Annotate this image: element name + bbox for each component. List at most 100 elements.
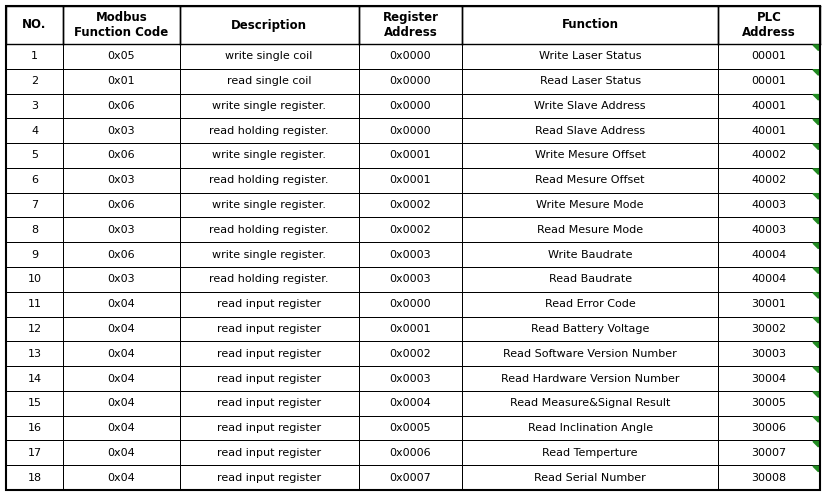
Bar: [63, 94, 180, 119]
Text: 0x0000: 0x0000: [390, 52, 431, 62]
Polygon shape: [813, 193, 819, 199]
Text: 0x0000: 0x0000: [390, 101, 431, 111]
Bar: [358, 440, 463, 465]
Bar: [463, 416, 718, 440]
Text: read input register: read input register: [217, 324, 321, 334]
Text: read holding register.: read holding register.: [209, 225, 329, 235]
Text: read single coil: read single coil: [227, 76, 311, 86]
Bar: [180, 242, 358, 267]
Text: 0x04: 0x04: [107, 373, 135, 383]
Bar: [180, 416, 358, 440]
Text: 40001: 40001: [752, 125, 786, 136]
Bar: [358, 292, 463, 316]
Bar: [180, 217, 358, 242]
Text: 30005: 30005: [752, 398, 786, 408]
Text: 30002: 30002: [752, 324, 786, 334]
Bar: [463, 143, 718, 168]
Text: 40002: 40002: [752, 150, 786, 161]
Text: Write Slave Address: Write Slave Address: [534, 101, 646, 111]
Text: 6: 6: [31, 175, 38, 186]
Text: 0x04: 0x04: [107, 398, 135, 408]
Bar: [63, 192, 180, 217]
Text: 00001: 00001: [752, 52, 786, 62]
Text: 3: 3: [31, 101, 38, 111]
Bar: [63, 242, 180, 267]
Text: 0x0001: 0x0001: [390, 175, 431, 186]
Bar: [63, 168, 180, 192]
Bar: [180, 119, 358, 143]
Bar: [180, 391, 358, 416]
Bar: [180, 44, 358, 69]
Polygon shape: [813, 342, 819, 348]
Bar: [463, 440, 718, 465]
Bar: [63, 69, 180, 94]
Text: 40002: 40002: [752, 175, 786, 186]
Bar: [6, 6, 63, 44]
Bar: [180, 465, 358, 490]
Bar: [6, 366, 63, 391]
Bar: [463, 292, 718, 316]
Text: 0x0004: 0x0004: [390, 398, 431, 408]
Text: Read Serial Number: Read Serial Number: [534, 473, 646, 483]
Text: 0x0003: 0x0003: [390, 249, 431, 259]
Polygon shape: [813, 441, 819, 447]
Bar: [358, 242, 463, 267]
Text: 14: 14: [27, 373, 41, 383]
Bar: [6, 341, 63, 366]
Text: 0x0002: 0x0002: [390, 225, 431, 235]
Text: 00001: 00001: [752, 76, 786, 86]
Bar: [180, 341, 358, 366]
Text: 0x03: 0x03: [107, 274, 135, 284]
Bar: [358, 416, 463, 440]
Bar: [358, 366, 463, 391]
Bar: [718, 341, 820, 366]
Polygon shape: [813, 268, 819, 273]
Bar: [718, 440, 820, 465]
Bar: [358, 341, 463, 366]
Text: 40004: 40004: [752, 274, 786, 284]
Text: 30001: 30001: [752, 299, 786, 309]
Text: Read Mesure Offset: Read Mesure Offset: [535, 175, 645, 186]
Text: 0x06: 0x06: [107, 101, 135, 111]
Bar: [63, 119, 180, 143]
Text: 4: 4: [31, 125, 38, 136]
Text: write single coil: write single coil: [225, 52, 313, 62]
Text: 0x0001: 0x0001: [390, 150, 431, 161]
Text: read input register: read input register: [217, 423, 321, 433]
Bar: [358, 168, 463, 192]
Bar: [463, 366, 718, 391]
Text: 0x0000: 0x0000: [390, 125, 431, 136]
Text: 0x0000: 0x0000: [390, 76, 431, 86]
Bar: [180, 316, 358, 341]
Polygon shape: [813, 243, 819, 248]
Bar: [463, 192, 718, 217]
Text: 0x04: 0x04: [107, 324, 135, 334]
Polygon shape: [813, 317, 819, 323]
Text: write single register.: write single register.: [212, 101, 326, 111]
Text: 0x06: 0x06: [107, 150, 135, 161]
Bar: [463, 6, 718, 44]
Bar: [718, 391, 820, 416]
Text: 16: 16: [27, 423, 41, 433]
Text: read holding register.: read holding register.: [209, 175, 329, 186]
Text: Description: Description: [231, 18, 307, 32]
Polygon shape: [813, 417, 819, 422]
Bar: [463, 391, 718, 416]
Bar: [6, 440, 63, 465]
Text: 2: 2: [31, 76, 38, 86]
Polygon shape: [813, 120, 819, 125]
Bar: [718, 44, 820, 69]
Text: Write Laser Status: Write Laser Status: [539, 52, 641, 62]
Bar: [180, 6, 358, 44]
Text: 0x03: 0x03: [107, 225, 135, 235]
Bar: [180, 366, 358, 391]
Text: 0x05: 0x05: [107, 52, 135, 62]
Bar: [6, 391, 63, 416]
Polygon shape: [813, 367, 819, 372]
Bar: [6, 69, 63, 94]
Bar: [63, 217, 180, 242]
Text: read input register: read input register: [217, 448, 321, 458]
Bar: [6, 292, 63, 316]
Polygon shape: [813, 466, 819, 472]
Text: 0x04: 0x04: [107, 448, 135, 458]
